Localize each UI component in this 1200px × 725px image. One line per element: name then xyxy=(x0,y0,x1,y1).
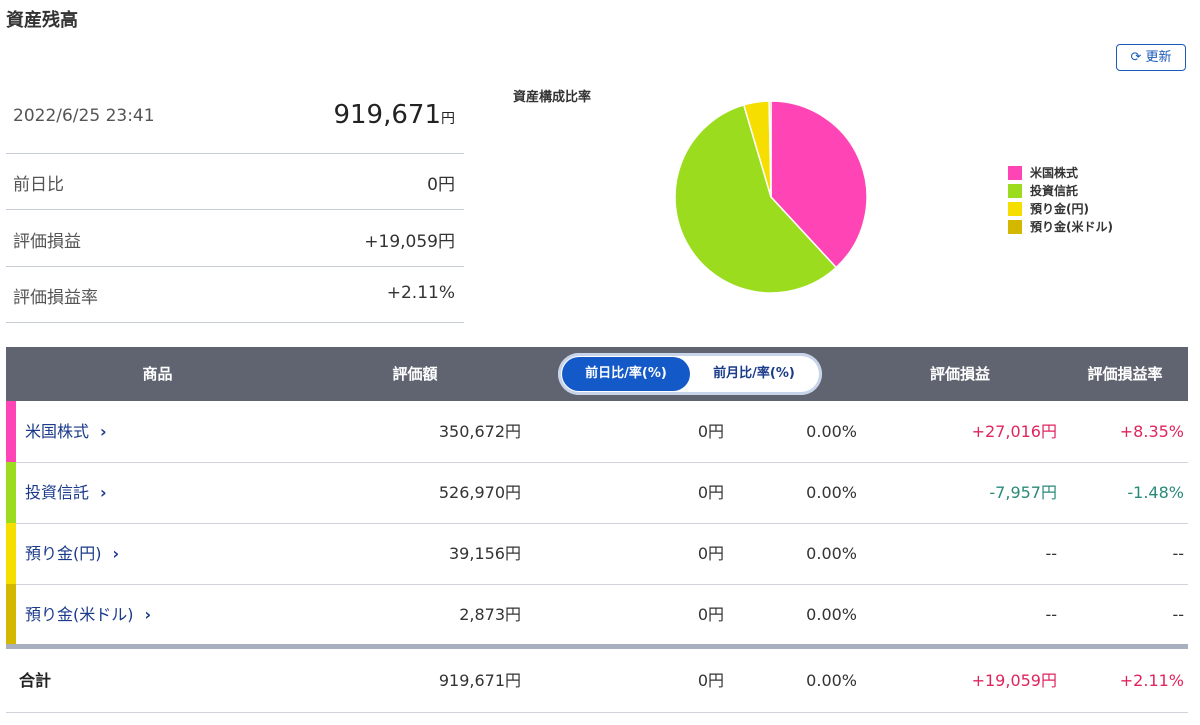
row-color-bar xyxy=(6,462,16,523)
cell-value: 0.00% xyxy=(806,422,857,441)
table-row: 米国株式 › 350,672円 0円 0.00% +27,016円 +8.35% xyxy=(6,401,1188,463)
cell-value: -1.48% xyxy=(1127,483,1184,502)
legend-label: 預り金(円) xyxy=(1030,201,1089,216)
divider xyxy=(6,209,464,210)
divider xyxy=(6,153,464,154)
product-link[interactable]: 預り金(円) xyxy=(25,544,102,563)
cell-value: 0円 xyxy=(697,483,724,502)
pie-slice xyxy=(768,100,772,198)
cell-value: 919,671円 xyxy=(438,671,521,690)
table-row: 預り金(円) › 39,156円 0円 0.00% -- -- xyxy=(6,523,1188,585)
legend-swatch xyxy=(1008,220,1022,234)
product-link[interactable]: 米国株式 xyxy=(25,422,90,441)
cell-value: 526,970円 xyxy=(438,483,521,502)
cell-value: 39,156円 xyxy=(449,544,521,563)
toggle-option[interactable]: 前月比/率(%) xyxy=(713,366,795,381)
pie-slice xyxy=(770,100,868,269)
chart-title: 資産構成比率 xyxy=(513,89,591,105)
total-label: 合計 xyxy=(19,671,52,690)
cell-value: -- xyxy=(1045,605,1057,624)
toggle-option[interactable]: 前日比/率(%) xyxy=(562,357,690,391)
legend-swatch xyxy=(1008,166,1022,180)
cell-value: 0円 xyxy=(697,605,724,624)
row-color-bar xyxy=(6,401,16,462)
cell-value: 0円 xyxy=(697,422,724,441)
cell-value: 0.00% xyxy=(806,605,857,624)
legend-swatch xyxy=(1008,184,1022,198)
table-row: 預り金(米ドル) › 2,873円 0円 0.00% -- -- xyxy=(6,584,1188,646)
total-separator xyxy=(6,644,1188,649)
chevron: › xyxy=(144,605,152,624)
cell-value: 0円 xyxy=(697,671,724,690)
summary-label: 評価損益 xyxy=(13,231,81,252)
total-row: 合計 919,671円 0円 0.00% +19,059円 +2.11% xyxy=(6,649,1188,713)
page-title: 資産残高 xyxy=(6,10,78,31)
product-link[interactable]: 預り金(米ドル) xyxy=(25,605,134,624)
cell-value: +19,059円 xyxy=(971,671,1057,690)
row-color-bar xyxy=(6,523,16,584)
refresh-button[interactable]: ⟳ 更新 xyxy=(1116,44,1186,71)
legend-label: 投資信託 xyxy=(1030,183,1078,198)
divider xyxy=(6,322,464,323)
row-color-bar xyxy=(6,584,16,645)
chevron: › xyxy=(112,544,120,563)
summary-label: 評価損益率 xyxy=(13,288,98,308)
cell-value: -- xyxy=(1172,544,1184,563)
summary-value: 0円 xyxy=(427,175,455,195)
legend-label: 米国株式 xyxy=(1030,165,1078,180)
column-header: 商品 xyxy=(142,365,173,383)
cell-value: -- xyxy=(1172,605,1184,624)
table-row: 投資信託 › 526,970円 0円 0.00% -7,957円 -1.48% xyxy=(6,462,1188,524)
cell-value: -- xyxy=(1045,544,1057,563)
cell-value: +27,016円 xyxy=(971,422,1057,441)
cell-value: +8.35% xyxy=(1119,422,1184,441)
refresh-icon: ⟳ xyxy=(1130,50,1146,65)
datetime: 2022/6/25 23:41 xyxy=(13,106,155,126)
total-value: 919,671円 xyxy=(250,100,455,130)
summary-label: 前日比 xyxy=(13,175,64,195)
cell-value: +2.11% xyxy=(1119,671,1184,690)
cell-value: 0.00% xyxy=(806,544,857,563)
total-unit: 円 xyxy=(441,111,455,127)
pie-slice xyxy=(674,103,838,294)
summary-value: +2.11% xyxy=(386,283,455,303)
cell-value: 0.00% xyxy=(806,671,857,690)
total-amount: 919,671 xyxy=(333,100,441,130)
column-header: 評価損益率 xyxy=(1087,365,1163,383)
legend-label: 預り金(米ドル) xyxy=(1030,219,1113,234)
cell-value: 0.00% xyxy=(806,483,857,502)
divider xyxy=(6,265,464,267)
column-header: 評価額 xyxy=(392,365,438,383)
period-toggle: 前日比/率(%) 前月比/率(%) xyxy=(558,353,822,395)
summary-value: +19,059円 xyxy=(364,231,455,252)
column-header: 評価損益 xyxy=(929,365,990,383)
cell-value: 0円 xyxy=(697,544,724,563)
cell-value: 350,672円 xyxy=(438,422,521,441)
chevron: › xyxy=(100,483,107,502)
chevron: › xyxy=(100,422,107,441)
refresh-label: 更新 xyxy=(1145,50,1172,65)
legend-swatch xyxy=(1008,202,1022,216)
product-link[interactable]: 投資信託 xyxy=(25,483,90,502)
cell-value: -7,957円 xyxy=(989,483,1057,502)
cell-value: 2,873円 xyxy=(459,605,521,624)
